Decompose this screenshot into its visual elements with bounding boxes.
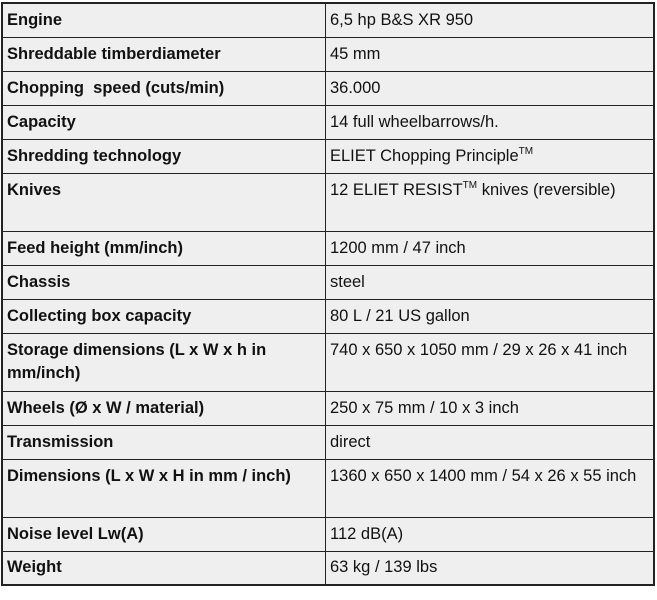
spec-value: ELIET Chopping PrincipleTM [325,138,655,174]
spec-label: Knives [1,172,326,232]
table-row: Transmission direct [1,424,655,460]
table-row: Wheels (Ø x W / material) 250 x 75 mm / 1… [1,390,655,426]
spec-label: Dimensions (L x W x H in mm / inch) [1,458,326,518]
table-row: Storage dimensions (L x W x h in mm/inch… [1,332,655,392]
spec-label: Weight [1,550,326,586]
spec-value: 1200 mm / 47 inch [325,230,655,266]
spec-value: 6,5 hp B&S XR 950 [325,2,655,38]
table-row: Shredding technology ELIET Chopping Princ… [1,138,655,174]
spec-label: Shreddable timberdiameter [1,36,326,72]
table-row: Collecting box capacity 80 L / 21 US gall… [1,298,655,334]
table-row: Chassis steel [1,264,655,300]
spec-label: Transmission [1,424,326,460]
spec-label: Noise level Lw(A) [1,516,326,552]
spec-value: 112 dB(A) [325,516,655,552]
spec-label: Engine [1,2,326,38]
spec-value: 14 full wheelbarrows/h. [325,104,655,140]
table-row: Dimensions (L x W x H in mm / inch) 1360 … [1,458,655,518]
spec-label: Wheels (Ø x W / material) [1,390,326,426]
spec-label: Storage dimensions (L x W x h in mm/inch… [1,332,326,392]
spec-value: 45 mm [325,36,655,72]
spec-value: 36.000 [325,70,655,106]
spec-table: Engine 6,5 hp B&S XR 950 Shreddable timbe… [1,2,655,586]
trademark: TM [462,179,478,191]
spec-value: steel [325,264,655,300]
value-text: ELIET Chopping Principle [330,146,519,165]
table-row: Chopping speed (cuts/min) 36.000 [1,70,655,106]
value-text: 12 ELIET RESIST [330,180,463,199]
spec-label: Chassis [1,264,326,300]
value-text-rest: knives (reversible) [477,180,616,199]
spec-label: Shredding technology [1,138,326,174]
spec-value: 80 L / 21 US gallon [325,298,655,334]
spec-value: direct [325,424,655,460]
table-row: Capacity 14 full wheelbarrows/h. [1,104,655,140]
spec-value: 250 x 75 mm / 10 x 3 inch [325,390,655,426]
table-row: Engine 6,5 hp B&S XR 950 [1,2,655,38]
table-row: Knives 12 ELIET RESISTTM knives (reversib… [1,172,655,232]
table-row: Weight 63 kg / 139 lbs [1,550,655,586]
table-row: Feed height (mm/inch) 1200 mm / 47 inch [1,230,655,266]
trademark: TM [518,145,534,157]
spec-label: Collecting box capacity [1,298,326,334]
spec-label: Chopping speed (cuts/min) [1,70,326,106]
spec-label: Capacity [1,104,326,140]
spec-value: 63 kg / 139 lbs [325,550,655,586]
spec-value: 740 x 650 x 1050 mm / 29 x 26 x 41 inch [325,332,655,392]
spec-label: Feed height (mm/inch) [1,230,326,266]
table-row: Shreddable timberdiameter 45 mm [1,36,655,72]
spec-value: 12 ELIET RESISTTM knives (reversible) [325,172,655,232]
spec-value: 1360 x 650 x 1400 mm / 54 x 26 x 55 inch [325,458,655,518]
table-row: Noise level Lw(A) 112 dB(A) [1,516,655,552]
